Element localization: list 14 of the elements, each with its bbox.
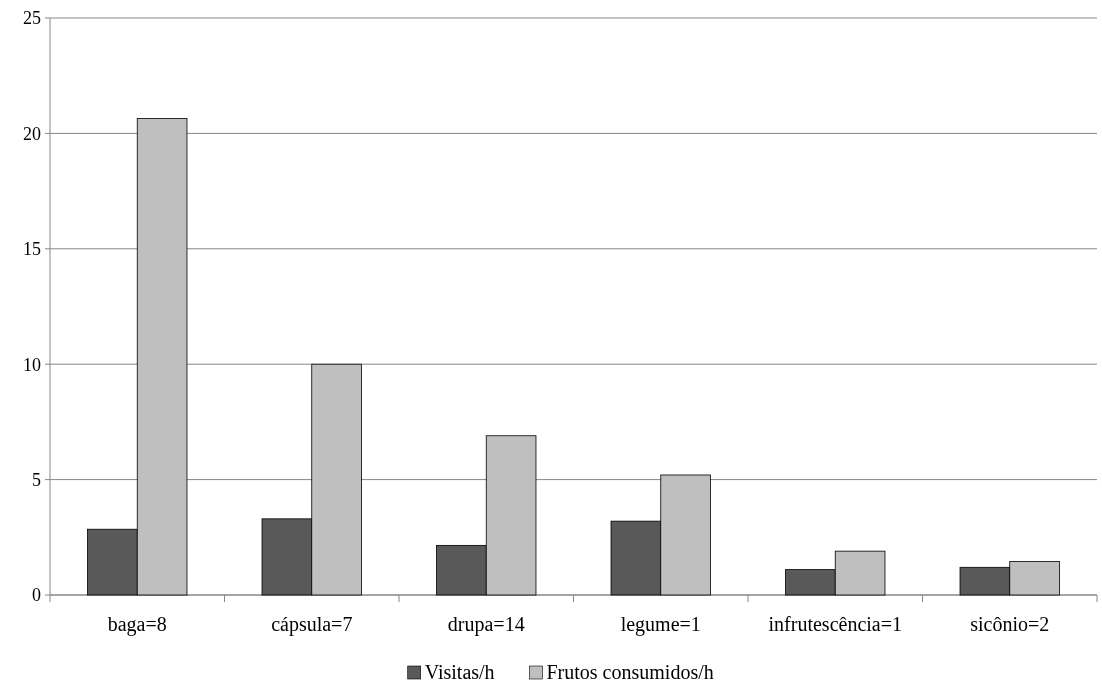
y-tick-label: 0: [32, 585, 41, 606]
legend-label: Frutos consumidos/h: [546, 661, 714, 683]
y-tick-label: 25: [23, 8, 41, 29]
y-tick-label: 15: [23, 239, 41, 260]
x-tick-label: sicônio=2: [970, 613, 1050, 635]
legend-label: Visitas/h: [424, 661, 495, 683]
x-tick-label: cápsula=7: [271, 613, 353, 636]
x-tick-label: legume=1: [620, 613, 701, 636]
y-tick-label: 20: [23, 123, 41, 144]
x-tick-label: baga=8: [107, 613, 167, 636]
y-tick-label: 10: [23, 354, 41, 375]
y-tick-label: 5: [32, 469, 41, 490]
x-tick-label: infrutescência=1: [768, 613, 902, 635]
x-tick-label: drupa=14: [447, 613, 525, 636]
